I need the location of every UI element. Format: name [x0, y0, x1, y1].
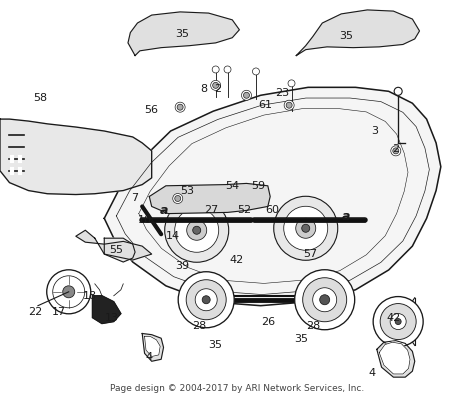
Polygon shape — [149, 183, 270, 214]
Circle shape — [175, 102, 185, 112]
Circle shape — [391, 146, 401, 156]
Circle shape — [187, 220, 207, 240]
Text: 3: 3 — [371, 126, 378, 136]
Polygon shape — [379, 342, 410, 374]
Polygon shape — [377, 341, 415, 377]
Text: 13: 13 — [104, 312, 118, 323]
Circle shape — [210, 80, 221, 91]
Circle shape — [284, 206, 328, 250]
Text: 35: 35 — [339, 31, 353, 41]
Circle shape — [178, 272, 234, 328]
Circle shape — [302, 224, 310, 232]
Circle shape — [394, 87, 402, 95]
Circle shape — [202, 296, 210, 304]
Text: 14: 14 — [166, 231, 180, 241]
Text: 59: 59 — [251, 181, 265, 191]
Text: 17: 17 — [52, 306, 66, 317]
Text: 23: 23 — [275, 88, 289, 98]
Circle shape — [212, 66, 219, 73]
Circle shape — [244, 92, 249, 98]
Circle shape — [193, 226, 201, 234]
Text: 22: 22 — [28, 306, 43, 317]
Text: 8: 8 — [200, 84, 208, 94]
Circle shape — [213, 82, 219, 89]
Polygon shape — [142, 333, 164, 361]
Circle shape — [295, 270, 355, 330]
Circle shape — [224, 66, 231, 73]
Circle shape — [63, 286, 75, 298]
Text: 54: 54 — [225, 181, 239, 191]
Circle shape — [380, 304, 416, 339]
Text: ARI: ARI — [157, 158, 317, 239]
Circle shape — [173, 193, 183, 204]
Polygon shape — [128, 12, 239, 56]
Text: 2: 2 — [214, 84, 222, 94]
Text: 7: 7 — [131, 193, 139, 203]
Text: 39: 39 — [175, 261, 190, 271]
Circle shape — [393, 148, 399, 154]
Circle shape — [286, 102, 292, 108]
Text: 26: 26 — [261, 316, 275, 327]
Circle shape — [175, 195, 181, 202]
Text: 35: 35 — [294, 334, 308, 345]
Circle shape — [175, 208, 219, 252]
Circle shape — [273, 196, 338, 260]
Circle shape — [53, 276, 85, 308]
Circle shape — [47, 270, 91, 314]
Circle shape — [195, 289, 217, 311]
Text: 35: 35 — [175, 29, 190, 39]
Circle shape — [186, 280, 226, 320]
Circle shape — [373, 297, 423, 347]
Text: Page design © 2004-2017 by ARI Network Services, Inc.: Page design © 2004-2017 by ARI Network S… — [110, 384, 364, 393]
Circle shape — [241, 90, 252, 100]
Text: 28: 28 — [192, 320, 206, 331]
Text: 56: 56 — [145, 105, 159, 116]
Polygon shape — [145, 337, 160, 357]
Circle shape — [284, 100, 294, 110]
Text: 53: 53 — [180, 185, 194, 196]
Text: 10: 10 — [137, 215, 152, 225]
Circle shape — [319, 295, 330, 305]
Text: 42: 42 — [230, 255, 244, 265]
Text: 55: 55 — [109, 245, 123, 255]
Text: 18: 18 — [83, 291, 97, 301]
Text: 35: 35 — [209, 340, 223, 351]
Text: 27: 27 — [204, 205, 218, 216]
Text: 28: 28 — [306, 320, 320, 331]
Circle shape — [313, 288, 337, 312]
Circle shape — [303, 278, 346, 322]
Circle shape — [164, 198, 229, 262]
Circle shape — [288, 80, 295, 87]
Polygon shape — [92, 296, 121, 324]
Text: 57: 57 — [303, 249, 318, 259]
Circle shape — [395, 318, 401, 325]
Circle shape — [296, 218, 316, 238]
Polygon shape — [76, 230, 152, 260]
Text: a: a — [342, 210, 350, 223]
Text: 2: 2 — [392, 144, 400, 154]
Text: a: a — [159, 204, 168, 217]
Text: 52: 52 — [237, 205, 251, 216]
Text: 4: 4 — [146, 352, 153, 362]
Circle shape — [253, 68, 259, 75]
Circle shape — [390, 314, 406, 330]
Text: 4: 4 — [368, 368, 376, 378]
Polygon shape — [296, 10, 419, 56]
Text: 61: 61 — [258, 100, 273, 110]
Text: 42: 42 — [386, 312, 401, 323]
Polygon shape — [104, 238, 135, 262]
Text: 58: 58 — [33, 93, 47, 104]
Circle shape — [177, 104, 183, 110]
Text: 60: 60 — [265, 205, 280, 216]
Polygon shape — [0, 119, 152, 195]
Polygon shape — [104, 87, 441, 306]
